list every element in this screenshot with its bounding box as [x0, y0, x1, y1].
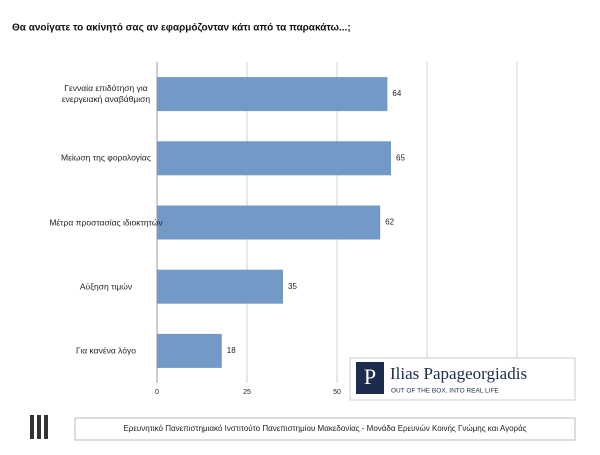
logo-icon-letter: P	[364, 364, 376, 389]
category-label: Γενναία επιδότηση για ενεργειακή αναβάθμ…	[61, 83, 151, 105]
bar	[157, 141, 391, 176]
x-tick-label: 0	[155, 389, 159, 396]
value-label: 64	[392, 89, 401, 98]
logo-tagline: OUT OF THE BOX, INTO REAL LIFE	[391, 388, 499, 395]
category-label: Αύξηση τιμών	[79, 281, 133, 292]
logo-box	[349, 357, 576, 401]
category-label: Μείωση της φορολογίας	[61, 152, 151, 163]
logo-name: Ilias Papageorgiadis	[390, 364, 527, 383]
value-label: 65	[396, 153, 405, 162]
bar	[157, 269, 283, 304]
value-label: 62	[385, 218, 394, 227]
bar	[157, 333, 222, 368]
x-tick-label: 25	[243, 389, 251, 396]
logo-icon	[356, 362, 384, 394]
bar	[157, 205, 381, 240]
x-tick-label: 50	[333, 389, 341, 396]
bar	[157, 77, 388, 112]
category-label: Μέτρα προστασίας ιδιοκτητών	[49, 217, 163, 227]
footer-text: Ερευνητικό Πανεπιστημιακό Ινστιτούτο Παν…	[123, 424, 526, 433]
footer-box	[74, 417, 576, 441]
value-label: 35	[288, 282, 297, 291]
footer-icon	[30, 415, 48, 439]
value-label: 18	[227, 346, 236, 355]
logo: P Ilias Papageorgiadis OUT OF THE BOX, I…	[349, 357, 576, 401]
category-label: Για κανένα λόγο	[76, 345, 136, 356]
chart-title: Θα ανοίγατε το ακίνητό σας αν εφαρμόζοντ…	[12, 23, 351, 34]
